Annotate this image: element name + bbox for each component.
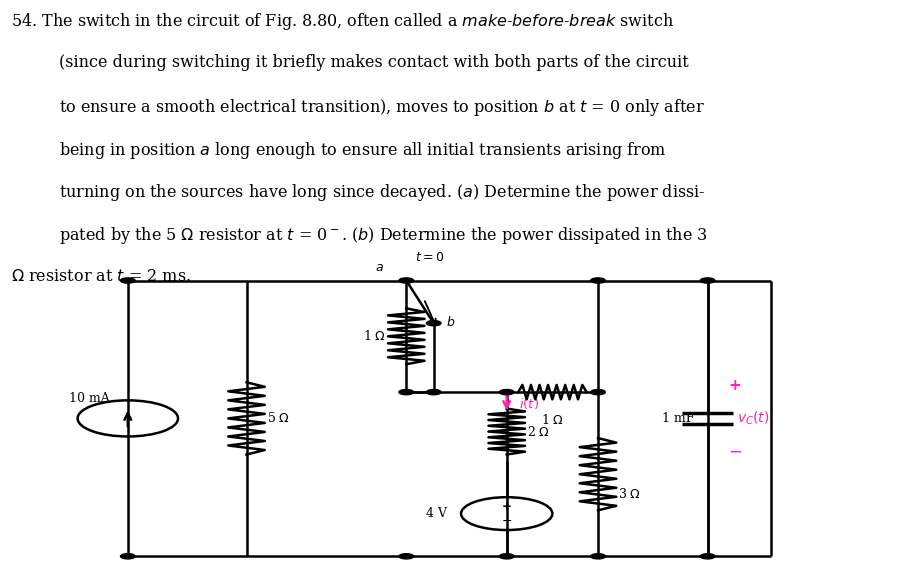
- Text: $t = 0$: $t = 0$: [415, 251, 445, 264]
- Text: $i(t)$: $i(t)$: [519, 396, 539, 411]
- Circle shape: [121, 278, 135, 283]
- Text: +: +: [502, 500, 511, 513]
- Circle shape: [399, 278, 414, 283]
- Text: $a$: $a$: [374, 261, 383, 274]
- Text: 1 $\Omega$: 1 $\Omega$: [363, 329, 386, 343]
- Text: turning on the sources have long since decayed. ($\mathit{a}$) Determine the pow: turning on the sources have long since d…: [59, 183, 706, 203]
- Text: −: −: [501, 514, 512, 528]
- Text: 3 $\Omega$: 3 $\Omega$: [618, 487, 641, 501]
- Circle shape: [700, 278, 715, 283]
- Text: (since during switching it briefly makes contact with both parts of the circuit: (since during switching it briefly makes…: [59, 54, 689, 71]
- Text: $\Omega$ resistor at $\mathit{t}$ = 2 ms.: $\Omega$ resistor at $\mathit{t}$ = 2 ms…: [11, 268, 191, 285]
- Text: 2 $\Omega$: 2 $\Omega$: [527, 425, 550, 438]
- Text: +: +: [729, 378, 741, 393]
- Text: −: −: [728, 442, 742, 460]
- Circle shape: [121, 554, 135, 559]
- Text: to ensure a smooth electrical transition), moves to position $\mathit{b}$ at $\m: to ensure a smooth electrical transition…: [59, 97, 706, 118]
- Circle shape: [591, 554, 605, 559]
- Circle shape: [399, 389, 414, 395]
- Text: 4 V: 4 V: [426, 507, 447, 520]
- Text: pated by the 5 $\Omega$ resistor at $\mathit{t}$ = 0$^-$. ($\mathit{b}$) Determi: pated by the 5 $\Omega$ resistor at $\ma…: [59, 225, 708, 247]
- Text: 54. The switch in the circuit of Fig. 8.80, often called a $\mathit{make}$-$\mat: 54. The switch in the circuit of Fig. 8.…: [11, 11, 674, 32]
- Circle shape: [499, 389, 514, 395]
- Text: 5 $\Omega$: 5 $\Omega$: [267, 411, 289, 426]
- Circle shape: [700, 554, 715, 559]
- Circle shape: [499, 554, 514, 559]
- Text: 10 mA: 10 mA: [68, 392, 110, 405]
- Circle shape: [591, 278, 605, 283]
- Text: 1 $\Omega$: 1 $\Omega$: [540, 414, 564, 427]
- Circle shape: [591, 389, 605, 395]
- Text: being in position $\mathit{a}$ long enough to ensure all initial transients aris: being in position $\mathit{a}$ long enou…: [59, 139, 667, 161]
- Text: $v_C(t)$: $v_C(t)$: [737, 410, 770, 427]
- Text: $b$: $b$: [446, 314, 455, 328]
- Circle shape: [399, 554, 414, 559]
- Circle shape: [426, 321, 441, 326]
- Circle shape: [426, 389, 441, 395]
- Text: 1 mF: 1 mF: [662, 412, 694, 425]
